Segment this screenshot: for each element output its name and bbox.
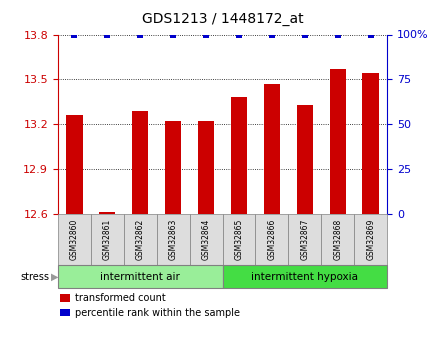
Text: GSM32860: GSM32860	[70, 219, 79, 260]
Text: GSM32861: GSM32861	[103, 219, 112, 260]
Text: GSM32863: GSM32863	[169, 219, 178, 260]
Text: GSM32864: GSM32864	[202, 219, 210, 260]
Text: transformed count: transformed count	[75, 293, 166, 303]
Bar	[296, 105, 313, 214]
Bar	[264, 84, 280, 214]
Point	[334, 32, 341, 37]
Point	[235, 32, 243, 37]
Bar	[231, 97, 247, 214]
Bar	[362, 73, 379, 214]
Text: GSM32869: GSM32869	[366, 219, 375, 260]
Point	[71, 32, 78, 37]
Bar	[330, 69, 346, 214]
Bar	[198, 121, 214, 214]
Point	[202, 32, 210, 37]
Text: percentile rank within the sample: percentile rank within the sample	[75, 308, 240, 317]
Text: GSM32868: GSM32868	[333, 219, 342, 260]
Bar	[132, 111, 149, 214]
Point	[268, 32, 275, 37]
Text: intermittent air: intermittent air	[100, 272, 180, 282]
Point	[104, 32, 111, 37]
Bar	[66, 115, 83, 214]
Point	[301, 32, 308, 37]
Point	[367, 32, 374, 37]
Bar	[99, 213, 116, 214]
Point	[170, 32, 177, 37]
Point	[137, 32, 144, 37]
Text: GSM32866: GSM32866	[267, 219, 276, 260]
Text: GSM32865: GSM32865	[235, 219, 243, 260]
Text: intermittent hypoxia: intermittent hypoxia	[251, 272, 358, 282]
Text: GDS1213 / 1448172_at: GDS1213 / 1448172_at	[142, 12, 303, 26]
Text: stress: stress	[20, 272, 49, 282]
Text: ▶: ▶	[51, 272, 58, 282]
Bar	[165, 121, 182, 214]
Text: GSM32862: GSM32862	[136, 219, 145, 260]
Text: GSM32867: GSM32867	[300, 219, 309, 260]
